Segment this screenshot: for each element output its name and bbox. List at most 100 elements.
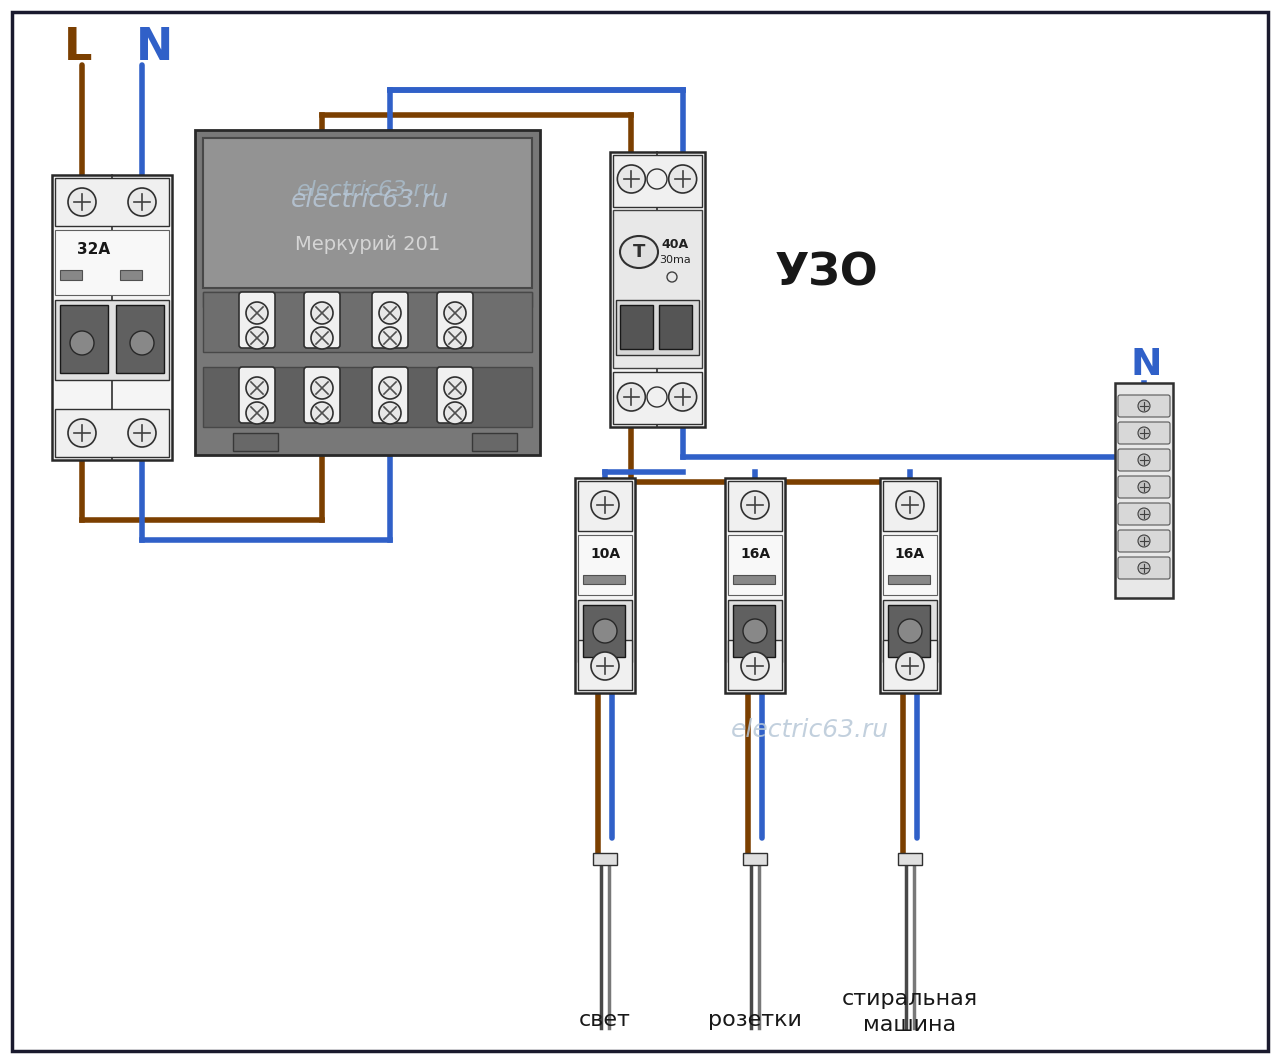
Circle shape bbox=[70, 331, 93, 355]
Bar bbox=[116, 305, 164, 373]
Text: розетки: розетки bbox=[708, 1010, 803, 1030]
Bar bbox=[204, 292, 532, 352]
Circle shape bbox=[444, 327, 466, 349]
Circle shape bbox=[1138, 508, 1149, 520]
FancyBboxPatch shape bbox=[1117, 503, 1170, 525]
Circle shape bbox=[591, 491, 620, 519]
Bar bbox=[579, 600, 632, 662]
Circle shape bbox=[1138, 562, 1149, 574]
Circle shape bbox=[311, 402, 333, 424]
Circle shape bbox=[128, 419, 156, 448]
FancyBboxPatch shape bbox=[436, 292, 474, 348]
Bar bbox=[881, 478, 940, 693]
Bar bbox=[888, 575, 931, 584]
Bar bbox=[204, 292, 532, 307]
Bar bbox=[728, 640, 782, 690]
Bar bbox=[659, 305, 692, 349]
FancyBboxPatch shape bbox=[1117, 449, 1170, 471]
Text: 16А: 16А bbox=[740, 547, 771, 561]
Bar bbox=[233, 433, 278, 451]
Bar bbox=[55, 230, 169, 296]
Circle shape bbox=[1138, 400, 1149, 412]
Bar bbox=[728, 480, 782, 532]
FancyBboxPatch shape bbox=[305, 367, 340, 423]
Bar bbox=[613, 372, 701, 424]
FancyBboxPatch shape bbox=[372, 292, 408, 348]
Circle shape bbox=[128, 188, 156, 216]
Bar bbox=[613, 155, 701, 207]
Bar bbox=[728, 600, 782, 662]
Text: L: L bbox=[64, 27, 92, 69]
Circle shape bbox=[1138, 427, 1149, 439]
Bar bbox=[883, 535, 937, 595]
Text: N: N bbox=[1130, 347, 1162, 383]
Circle shape bbox=[646, 169, 667, 189]
Circle shape bbox=[617, 165, 645, 193]
FancyBboxPatch shape bbox=[239, 367, 275, 423]
Text: electric63.ru: electric63.ru bbox=[291, 188, 449, 212]
Bar bbox=[888, 605, 931, 657]
Bar bbox=[579, 640, 632, 690]
Bar bbox=[55, 409, 169, 457]
Bar bbox=[733, 575, 774, 584]
FancyBboxPatch shape bbox=[372, 367, 408, 423]
Circle shape bbox=[646, 387, 667, 407]
Circle shape bbox=[593, 619, 617, 643]
Bar bbox=[883, 480, 937, 532]
Circle shape bbox=[444, 402, 466, 424]
Bar bbox=[204, 367, 532, 427]
Circle shape bbox=[667, 272, 677, 282]
Ellipse shape bbox=[620, 236, 658, 268]
Bar bbox=[579, 480, 632, 532]
Circle shape bbox=[246, 377, 268, 399]
Circle shape bbox=[896, 491, 924, 519]
Bar bbox=[1115, 383, 1172, 598]
Bar bbox=[728, 535, 782, 595]
FancyBboxPatch shape bbox=[1117, 530, 1170, 552]
Bar bbox=[613, 210, 701, 368]
Bar bbox=[742, 853, 767, 865]
Text: N: N bbox=[137, 27, 174, 69]
Bar bbox=[575, 478, 635, 693]
Text: свет: свет bbox=[579, 1010, 631, 1030]
Text: electric63.ru: electric63.ru bbox=[731, 718, 890, 742]
FancyBboxPatch shape bbox=[1117, 395, 1170, 417]
Circle shape bbox=[444, 302, 466, 324]
Circle shape bbox=[1138, 480, 1149, 493]
Circle shape bbox=[1138, 535, 1149, 547]
Bar bbox=[620, 305, 653, 349]
Circle shape bbox=[131, 331, 154, 355]
FancyBboxPatch shape bbox=[1117, 476, 1170, 497]
Circle shape bbox=[379, 402, 401, 424]
Bar bbox=[724, 478, 785, 693]
Circle shape bbox=[591, 652, 620, 680]
Circle shape bbox=[742, 619, 767, 643]
Text: 30ma: 30ma bbox=[659, 255, 691, 265]
FancyBboxPatch shape bbox=[305, 292, 340, 348]
Circle shape bbox=[246, 327, 268, 349]
Text: 16А: 16А bbox=[895, 547, 925, 561]
Bar bbox=[883, 600, 937, 662]
Bar bbox=[120, 270, 142, 280]
Circle shape bbox=[246, 302, 268, 324]
Circle shape bbox=[899, 619, 922, 643]
Text: electric63.ru: electric63.ru bbox=[297, 180, 438, 200]
Circle shape bbox=[1138, 454, 1149, 466]
Circle shape bbox=[741, 652, 769, 680]
Bar bbox=[883, 640, 937, 690]
Circle shape bbox=[311, 327, 333, 349]
Bar bbox=[472, 433, 517, 451]
Bar bbox=[899, 853, 922, 865]
Bar bbox=[60, 305, 108, 373]
Bar bbox=[582, 575, 625, 584]
FancyBboxPatch shape bbox=[1117, 422, 1170, 444]
Bar bbox=[582, 605, 625, 657]
Circle shape bbox=[617, 383, 645, 411]
Bar bbox=[593, 853, 617, 865]
Bar bbox=[609, 152, 704, 427]
Circle shape bbox=[668, 165, 696, 193]
Circle shape bbox=[379, 327, 401, 349]
FancyBboxPatch shape bbox=[436, 367, 474, 423]
Bar bbox=[579, 535, 632, 595]
Bar bbox=[616, 300, 699, 355]
